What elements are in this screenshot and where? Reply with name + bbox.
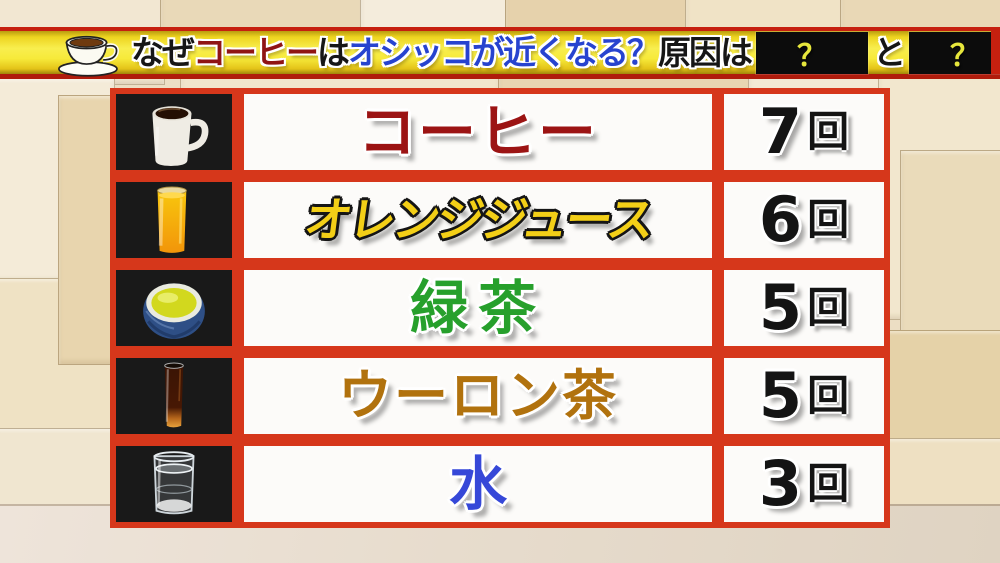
mystery-box-1: ？ xyxy=(756,31,868,74)
table-row-oolong-tea: ウーロン茶 5 回 xyxy=(110,352,890,440)
banner-text-naze: なぜ xyxy=(131,33,195,72)
question-mark-2: ？ xyxy=(950,38,980,74)
count-unit: 回 xyxy=(807,283,850,332)
beverage-name: コーヒー xyxy=(357,98,598,166)
count-value: 7 xyxy=(758,95,803,168)
coffee-cup-icon xyxy=(58,35,119,77)
count-value: 5 xyxy=(758,271,803,344)
water-photo xyxy=(153,451,195,515)
coffee-mug-photo xyxy=(152,106,209,166)
beverage-name: オレンジジュース xyxy=(300,192,656,248)
beverage-photo-cell xyxy=(110,88,238,176)
count-unit: 回 xyxy=(807,107,850,156)
banner-text-wa: は xyxy=(317,33,350,72)
count-value: 3 xyxy=(758,447,803,520)
beverage-photo-cell xyxy=(110,440,238,528)
beverage-photo-cell xyxy=(110,352,238,440)
table-row-orange-juice: オレンジジュース 6 回 xyxy=(110,176,890,264)
table-row-coffee: コーヒー 7 回 xyxy=(110,88,890,176)
beverage-name: 緑茶 xyxy=(409,274,546,342)
banner-text-to: と xyxy=(873,33,906,72)
green-tea-photo xyxy=(143,283,205,339)
banner-text-coffee: コーヒー xyxy=(193,33,319,72)
question-banner: なぜ コーヒー は オシッコが近くなる？ 原因は ？ と ？ xyxy=(0,27,1000,79)
table-row-water: 水 3 回 xyxy=(110,440,890,528)
mystery-box-2: ？ xyxy=(909,31,1000,74)
oolong-tea-photo xyxy=(164,362,184,428)
orange-juice-photo xyxy=(157,186,187,253)
beverage-photo-cell xyxy=(110,264,238,352)
count-value: 6 xyxy=(758,183,803,256)
count-unit: 回 xyxy=(807,459,850,508)
banner-text-genin: 原因は xyxy=(658,33,753,72)
banner-text-oshikko: オシッコが近くなる？ xyxy=(348,33,660,72)
count-unit: 回 xyxy=(807,371,850,420)
beverage-name: 水 xyxy=(448,450,507,518)
question-mark-1: ？ xyxy=(797,38,827,74)
count-unit: 回 xyxy=(807,195,850,244)
beverage-name: ウーロン茶 xyxy=(338,364,618,427)
table-row-green-tea: 緑茶 5 回 xyxy=(110,264,890,352)
beverage-photo-cell xyxy=(110,176,238,264)
count-value: 5 xyxy=(758,359,803,432)
beverage-ranking-table: コーヒー 7 回 xyxy=(110,88,890,528)
